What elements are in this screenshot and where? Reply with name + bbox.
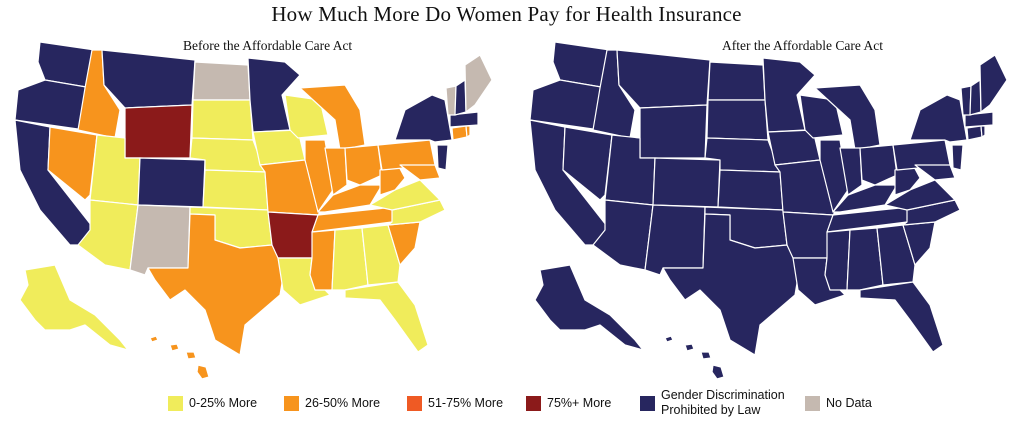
state-nd bbox=[192, 61, 251, 101]
state-mn-after bbox=[762, 57, 816, 133]
legend-label-prohibited: Gender Discrimination Prohibited by Law bbox=[661, 388, 785, 417]
state-nv bbox=[47, 126, 98, 201]
state-va-after bbox=[884, 179, 956, 211]
state-ar-after bbox=[782, 211, 834, 259]
legend-swatch-top bbox=[526, 395, 541, 411]
state-ak-after bbox=[534, 264, 644, 351]
state-ks-after bbox=[717, 169, 784, 211]
state-nh-after bbox=[969, 79, 982, 116]
map-after bbox=[529, 41, 1008, 380]
state-mt bbox=[101, 49, 196, 109]
state-tx bbox=[147, 213, 286, 356]
legend-item-low: 0-25% More bbox=[168, 388, 257, 418]
state-ga-after bbox=[876, 224, 916, 286]
state-ma bbox=[449, 111, 479, 128]
state-az bbox=[77, 199, 139, 271]
state-ri-after bbox=[980, 125, 986, 138]
state-ak bbox=[19, 264, 129, 351]
state-ks bbox=[202, 169, 269, 211]
state-hi-after bbox=[664, 335, 725, 380]
state-il bbox=[304, 139, 334, 213]
state-mt-after bbox=[616, 49, 711, 109]
state-fl-after bbox=[859, 281, 944, 353]
state-me-after bbox=[979, 54, 1008, 113]
state-al bbox=[331, 227, 369, 291]
state-md bbox=[399, 164, 441, 181]
state-wy-after bbox=[639, 104, 708, 159]
state-vt-after bbox=[960, 85, 972, 116]
state-co bbox=[137, 157, 206, 208]
legend: 0-25% More 26-50% More 51-75% More 75%+ … bbox=[0, 388, 1013, 418]
state-ar bbox=[267, 211, 319, 259]
state-sd bbox=[191, 99, 254, 141]
map-before bbox=[14, 41, 493, 380]
legend-item-high: 51-75% More bbox=[407, 388, 503, 418]
state-nj-after bbox=[951, 144, 964, 171]
legend-label-nodata: No Data bbox=[826, 395, 872, 410]
legend-swatch-nodata bbox=[805, 395, 820, 411]
state-ga bbox=[361, 224, 401, 286]
legend-item-top: 75%+ More bbox=[526, 388, 611, 418]
state-me bbox=[464, 54, 493, 113]
state-ri bbox=[465, 125, 471, 138]
state-nm-after bbox=[644, 204, 706, 276]
state-va bbox=[369, 179, 441, 211]
state-al-after bbox=[846, 227, 884, 291]
state-ms-after bbox=[824, 229, 851, 291]
chart-title: How Much More Do Women Pay for Health In… bbox=[271, 2, 742, 26]
state-nd-after bbox=[707, 61, 766, 101]
legend-item-mid: 26-50% More bbox=[284, 388, 380, 418]
state-ct bbox=[451, 125, 468, 141]
state-mi bbox=[299, 84, 366, 151]
legend-item-prohibited: Gender Discrimination Prohibited by Law bbox=[640, 388, 796, 418]
state-ct-after bbox=[966, 125, 983, 141]
map-before-subtitle: Before the Affordable Care Act bbox=[183, 38, 353, 53]
state-ma-after bbox=[964, 111, 994, 128]
state-fl bbox=[344, 281, 429, 353]
state-ny bbox=[394, 94, 453, 143]
map-after-subtitle: After the Affordable Care Act bbox=[722, 38, 883, 53]
state-in-after bbox=[839, 147, 863, 196]
state-co-after bbox=[652, 157, 721, 208]
state-vt bbox=[445, 85, 457, 116]
legend-swatch-low bbox=[168, 395, 183, 411]
legend-label-high: 51-75% More bbox=[428, 395, 504, 410]
state-md-after bbox=[914, 164, 956, 181]
state-ny-after bbox=[909, 94, 968, 143]
state-ms bbox=[309, 229, 336, 291]
legend-label-mid: 26-50% More bbox=[305, 395, 381, 410]
state-az-after bbox=[592, 199, 654, 271]
legend-label-top: 75%+ More bbox=[547, 395, 612, 410]
state-il-after bbox=[819, 139, 849, 213]
state-oh bbox=[344, 144, 383, 186]
state-in bbox=[324, 147, 348, 196]
legend-item-nodata: No Data bbox=[805, 388, 872, 418]
state-nv-after bbox=[562, 126, 613, 201]
legend-swatch-high bbox=[407, 395, 422, 411]
state-nm bbox=[129, 204, 191, 276]
state-oh-after bbox=[859, 144, 898, 186]
state-nj bbox=[436, 144, 449, 171]
legend-label-low: 0-25% More bbox=[189, 395, 258, 410]
legend-swatch-prohibited bbox=[640, 395, 655, 411]
state-wy bbox=[124, 104, 193, 159]
state-mi-after bbox=[814, 84, 881, 151]
state-mn bbox=[247, 57, 301, 133]
legend-swatch-mid bbox=[284, 395, 299, 411]
state-hi bbox=[149, 335, 210, 380]
state-sd-after bbox=[706, 99, 769, 141]
state-nh bbox=[454, 79, 467, 116]
state-tx-after bbox=[662, 213, 801, 356]
